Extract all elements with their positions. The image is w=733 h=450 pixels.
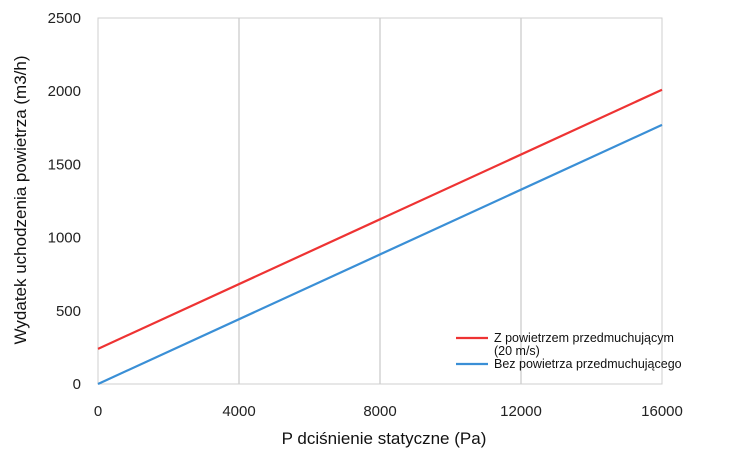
- x-tick-labels: 0 4000 8000 12000 16000: [94, 403, 683, 420]
- series-line-1: [97, 123, 663, 385]
- y-tick-label-500: 500: [56, 303, 81, 320]
- grid: [238, 18, 522, 384]
- legend-label-with-purge-air: Z powietrzem przedmuchującym: [494, 331, 674, 345]
- y-tick-label-1500: 1500: [48, 156, 81, 173]
- series-line-0: [97, 88, 663, 350]
- legend: Z powietrzem przedmuchującym (20 m/s) Be…: [456, 331, 682, 371]
- legend-label-without-purge-air: Bez powietrza przedmuchującego: [494, 357, 682, 371]
- x-tick-label-0: 0: [94, 403, 102, 420]
- y-tick-labels: 0 500 1000 1500 2000 2500: [48, 10, 81, 393]
- x-tick-label-12000: 12000: [500, 403, 542, 420]
- y-tick-label-1000: 1000: [48, 230, 81, 247]
- plot-frame: [97, 17, 663, 385]
- legend-label-with-purge-air-line2: (20 m/s): [494, 344, 540, 358]
- y-tick-label-2000: 2000: [48, 83, 81, 100]
- x-axis-label: P dciśnienie statyczne (Pa): [282, 429, 487, 448]
- y-tick-label-0: 0: [73, 376, 81, 393]
- y-tick-label-2500: 2500: [48, 10, 81, 27]
- x-tick-label-8000: 8000: [363, 403, 396, 420]
- series-lines: [97, 88, 663, 385]
- x-tick-label-4000: 4000: [222, 403, 255, 420]
- y-axis-label: Wydatek uchodzenia powietrza (m3/h): [11, 56, 30, 345]
- x-tick-label-16000: 16000: [641, 403, 683, 420]
